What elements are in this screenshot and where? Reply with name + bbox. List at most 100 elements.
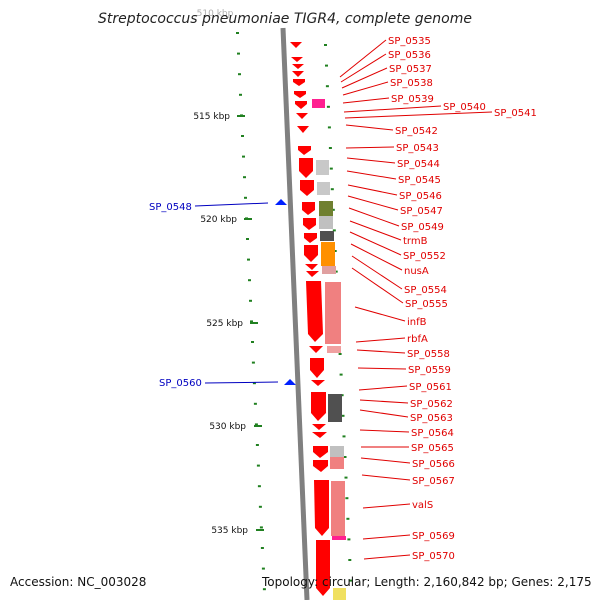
tick-mark [258,505,262,508]
tick-mark [251,361,255,364]
gene-arrow [303,218,316,230]
leader-line [345,146,395,149]
tick-mark [344,476,348,479]
tick-mark [348,559,352,561]
tick-mark [343,456,347,458]
gene-label: SP_0539 [391,94,434,105]
tick-mark [345,497,349,500]
gene-label: SP_0540 [443,102,486,113]
leader-line [350,243,403,271]
leader-line [348,207,400,227]
leader-line [356,349,406,354]
feature-block [328,394,342,422]
gene-arrow [292,64,304,69]
strand-arrow [284,379,296,385]
gene-label-group: SP_0570 [363,551,455,562]
tick-mark [327,126,331,129]
gene-label: infB [407,317,427,328]
gene-label-group: SP_0543 [345,143,439,154]
gene-arrow [295,101,307,109]
tick-mark [252,382,256,385]
gene-arrow [299,158,313,178]
gene-label: SP_0549 [401,222,444,233]
ruler-mark-520: 520 kbp [200,215,252,225]
feature-block [319,216,333,229]
leader-line [359,399,409,404]
tick-mark [243,176,246,179]
leader-line [341,67,388,89]
gene-arrow [300,180,314,196]
feature-block [320,231,334,241]
tick-mark [332,229,336,232]
feature-block [319,201,333,216]
gene-label: SP_0545 [398,175,441,186]
gene-label: SP_0544 [397,159,440,170]
leader-line [194,202,269,207]
ruler-mark-535: 535 kbp [211,526,264,536]
tick-mark [254,423,258,426]
gene-label: SP_0538 [390,78,433,89]
gene-label: SP_0552 [403,251,446,262]
leader-line [359,409,409,418]
leader-line [347,195,399,211]
gene-label: rbfA [407,334,428,345]
gene-arrow [311,380,325,386]
gene-arrow [304,245,318,262]
tick-mark [248,279,251,282]
tick-mark [239,93,242,96]
leader-line [346,170,397,180]
leader-line [349,220,402,241]
tick-mark [341,414,345,417]
ruler-label: 520 kbp [200,215,237,225]
ruler-mark-530: 530 kbp [209,422,262,432]
gene-label: SP_0562 [410,399,453,410]
gene-label: SP_0558 [407,349,450,360]
gene-label: SP_0565 [411,443,454,454]
gene-label: nusA [404,266,429,277]
gene-label: SP_0566 [412,459,455,470]
gene-label-group: SP_0538 [342,78,433,96]
gene-label: SP_0561 [409,382,452,393]
gene-label-group: SP_0561 [358,382,452,393]
tick-mark [238,73,241,76]
leader-line [351,255,403,290]
gene-label: SP_0546 [399,191,442,202]
gene-arrow [306,271,319,277]
gene-label: SP_0567 [412,476,455,487]
gene-label-group: SP_0535 [339,36,431,78]
tick-mark [331,208,335,211]
gene-label: SP_0547 [400,206,443,217]
gene-label-group: SP_0558 [356,349,450,360]
gene-label-group: SP_0546 [347,184,442,202]
feature-block [325,282,341,344]
tick-mark [250,320,253,323]
gene-label-group: SP_0549 [348,207,444,233]
gene-label: SP_0548 [149,202,192,213]
gene-arrow [291,57,303,62]
feature-block [312,99,325,108]
tick-mark [237,52,240,55]
gene-label-group: SP_0559 [357,365,451,376]
gene-label: trmB [403,236,428,247]
tick-mark [246,238,249,240]
tick-mark [342,435,346,438]
gene-arrow [312,424,326,430]
gene-label-group: SP_0547 [347,195,443,217]
leader-line [204,381,279,384]
leader-line [339,39,387,78]
gene-label-group: nusA [350,243,429,277]
gene-label-group: rbfA [355,334,428,345]
gene-label: SP_0559 [408,365,451,376]
gene-label: SP_0537 [389,64,432,75]
blue-strand-markers [275,199,296,385]
leader-line [363,554,411,560]
gene-arrow [305,264,318,270]
gene-label-group: trmB [349,220,428,247]
feature-block [321,242,335,266]
gene-label-group: valS [362,500,433,511]
tick-mark [242,155,245,158]
ruler-label: 530 kbp [209,422,246,432]
leader-line [351,267,404,304]
leader-line [359,429,410,433]
gene-label-group: SP_0562 [359,399,453,410]
